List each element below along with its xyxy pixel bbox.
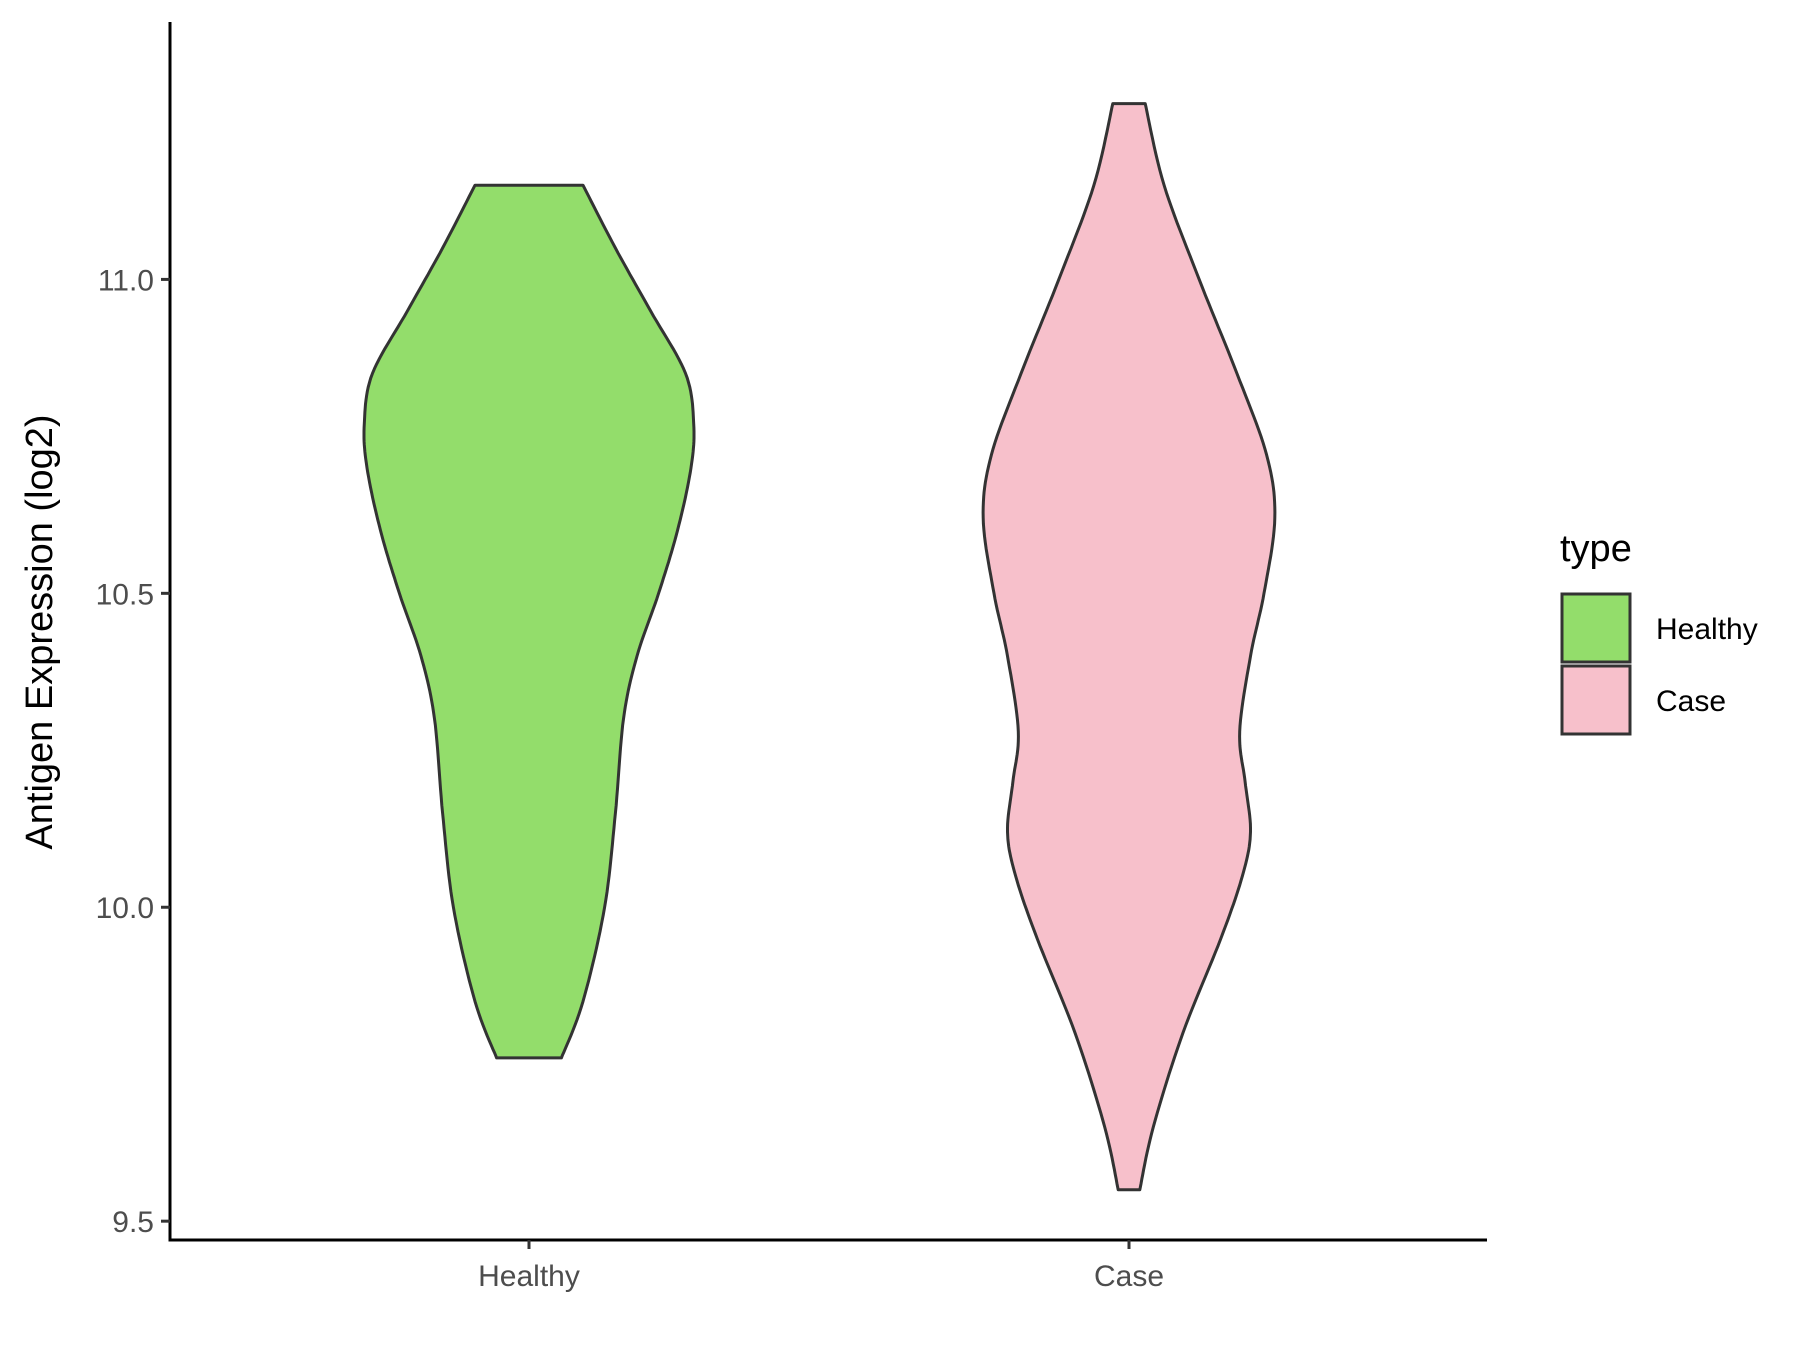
x-tick-label: Healthy: [478, 1260, 580, 1293]
y-tick-label: 10.5: [96, 578, 154, 611]
y-tick-label: 9.5: [112, 1206, 154, 1239]
violin-case: [981, 102, 1277, 1192]
legend-entries: Healthy Case: [1560, 592, 1758, 736]
legend-key-healthy: [1560, 592, 1632, 664]
legend: type Healthy Case: [1560, 528, 1758, 736]
violin-group: [362, 102, 1277, 1192]
axes: 9.5 10.0 10.5 11.0 Healthy Case: [96, 22, 1487, 1293]
legend-label-case: Case: [1656, 685, 1726, 718]
legend-label-healthy: Healthy: [1656, 613, 1758, 646]
x-tick-label: Case: [1094, 1260, 1164, 1293]
y-tick-label: 11.0: [98, 264, 154, 297]
violin-healthy: [362, 183, 696, 1060]
legend-key-case: [1560, 664, 1632, 736]
y-axis-title: Antigen Expression (log2): [19, 414, 61, 849]
legend-title: type: [1560, 528, 1632, 570]
y-tick-label: 10.0: [96, 892, 154, 925]
